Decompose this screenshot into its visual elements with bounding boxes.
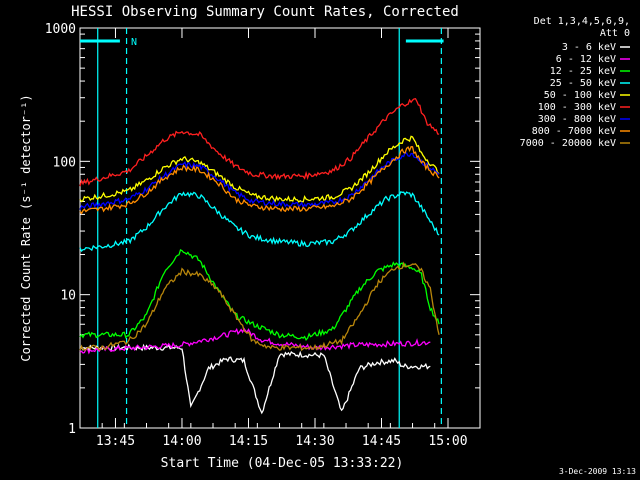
y-tick-label: 1 bbox=[68, 422, 76, 437]
x-tick-label: 13:45 bbox=[96, 434, 135, 449]
legend-label: 3 - 6 keV bbox=[562, 42, 616, 53]
legend-label: 6 - 12 keV bbox=[556, 54, 616, 65]
x-axis-label: Start Time (04-Dec-05 13:33:22) bbox=[161, 456, 404, 471]
legend-label: 50 - 100 keV bbox=[544, 90, 616, 101]
series-line bbox=[79, 343, 431, 415]
legend-label: 800 - 7000 keV bbox=[532, 126, 616, 137]
series-line bbox=[79, 151, 440, 210]
x-tick-label: 14:00 bbox=[162, 434, 201, 449]
footer-date: 3-Dec-2009 13:13 bbox=[559, 467, 636, 476]
y-tick-label: 10 bbox=[60, 289, 76, 304]
legend-label: 100 - 300 keV bbox=[538, 102, 616, 113]
series-line bbox=[79, 327, 431, 355]
chart-title: HESSI Observing Summary Count Rates, Cor… bbox=[71, 4, 459, 20]
legend-label: 7000 - 20000 keV bbox=[520, 138, 616, 149]
legend-header: Det 1,3,4,5,6,9, bbox=[534, 16, 630, 27]
legend-header: Att 0 bbox=[600, 28, 630, 39]
x-tick-label: 14:45 bbox=[362, 434, 401, 449]
legend-label: 300 - 800 keV bbox=[538, 114, 616, 125]
series-line bbox=[79, 135, 440, 203]
annotation-label: N bbox=[131, 37, 137, 48]
series-line bbox=[79, 191, 440, 253]
series-line bbox=[79, 248, 440, 341]
series-line bbox=[79, 261, 440, 352]
plot-area: 1 10 100 1000 13:45 14:00 14:15 14:30 14:45 15:00… bbox=[45, 22, 481, 449]
x-tick-label: 14:30 bbox=[295, 434, 334, 449]
y-tick-label: 100 bbox=[53, 155, 76, 170]
x-tick-label: 15:00 bbox=[428, 434, 467, 449]
legend-label: 25 - 50 keV bbox=[550, 78, 616, 89]
legend-label: 12 - 25 keV bbox=[550, 66, 616, 77]
series-line bbox=[79, 146, 440, 215]
y-axis-label: Corrected Count Rate (s⁻¹ detector⁻¹) bbox=[19, 94, 33, 361]
series-line bbox=[79, 97, 440, 187]
x-tick-label: 14:15 bbox=[229, 434, 268, 449]
y-tick-label: 1000 bbox=[45, 22, 76, 37]
